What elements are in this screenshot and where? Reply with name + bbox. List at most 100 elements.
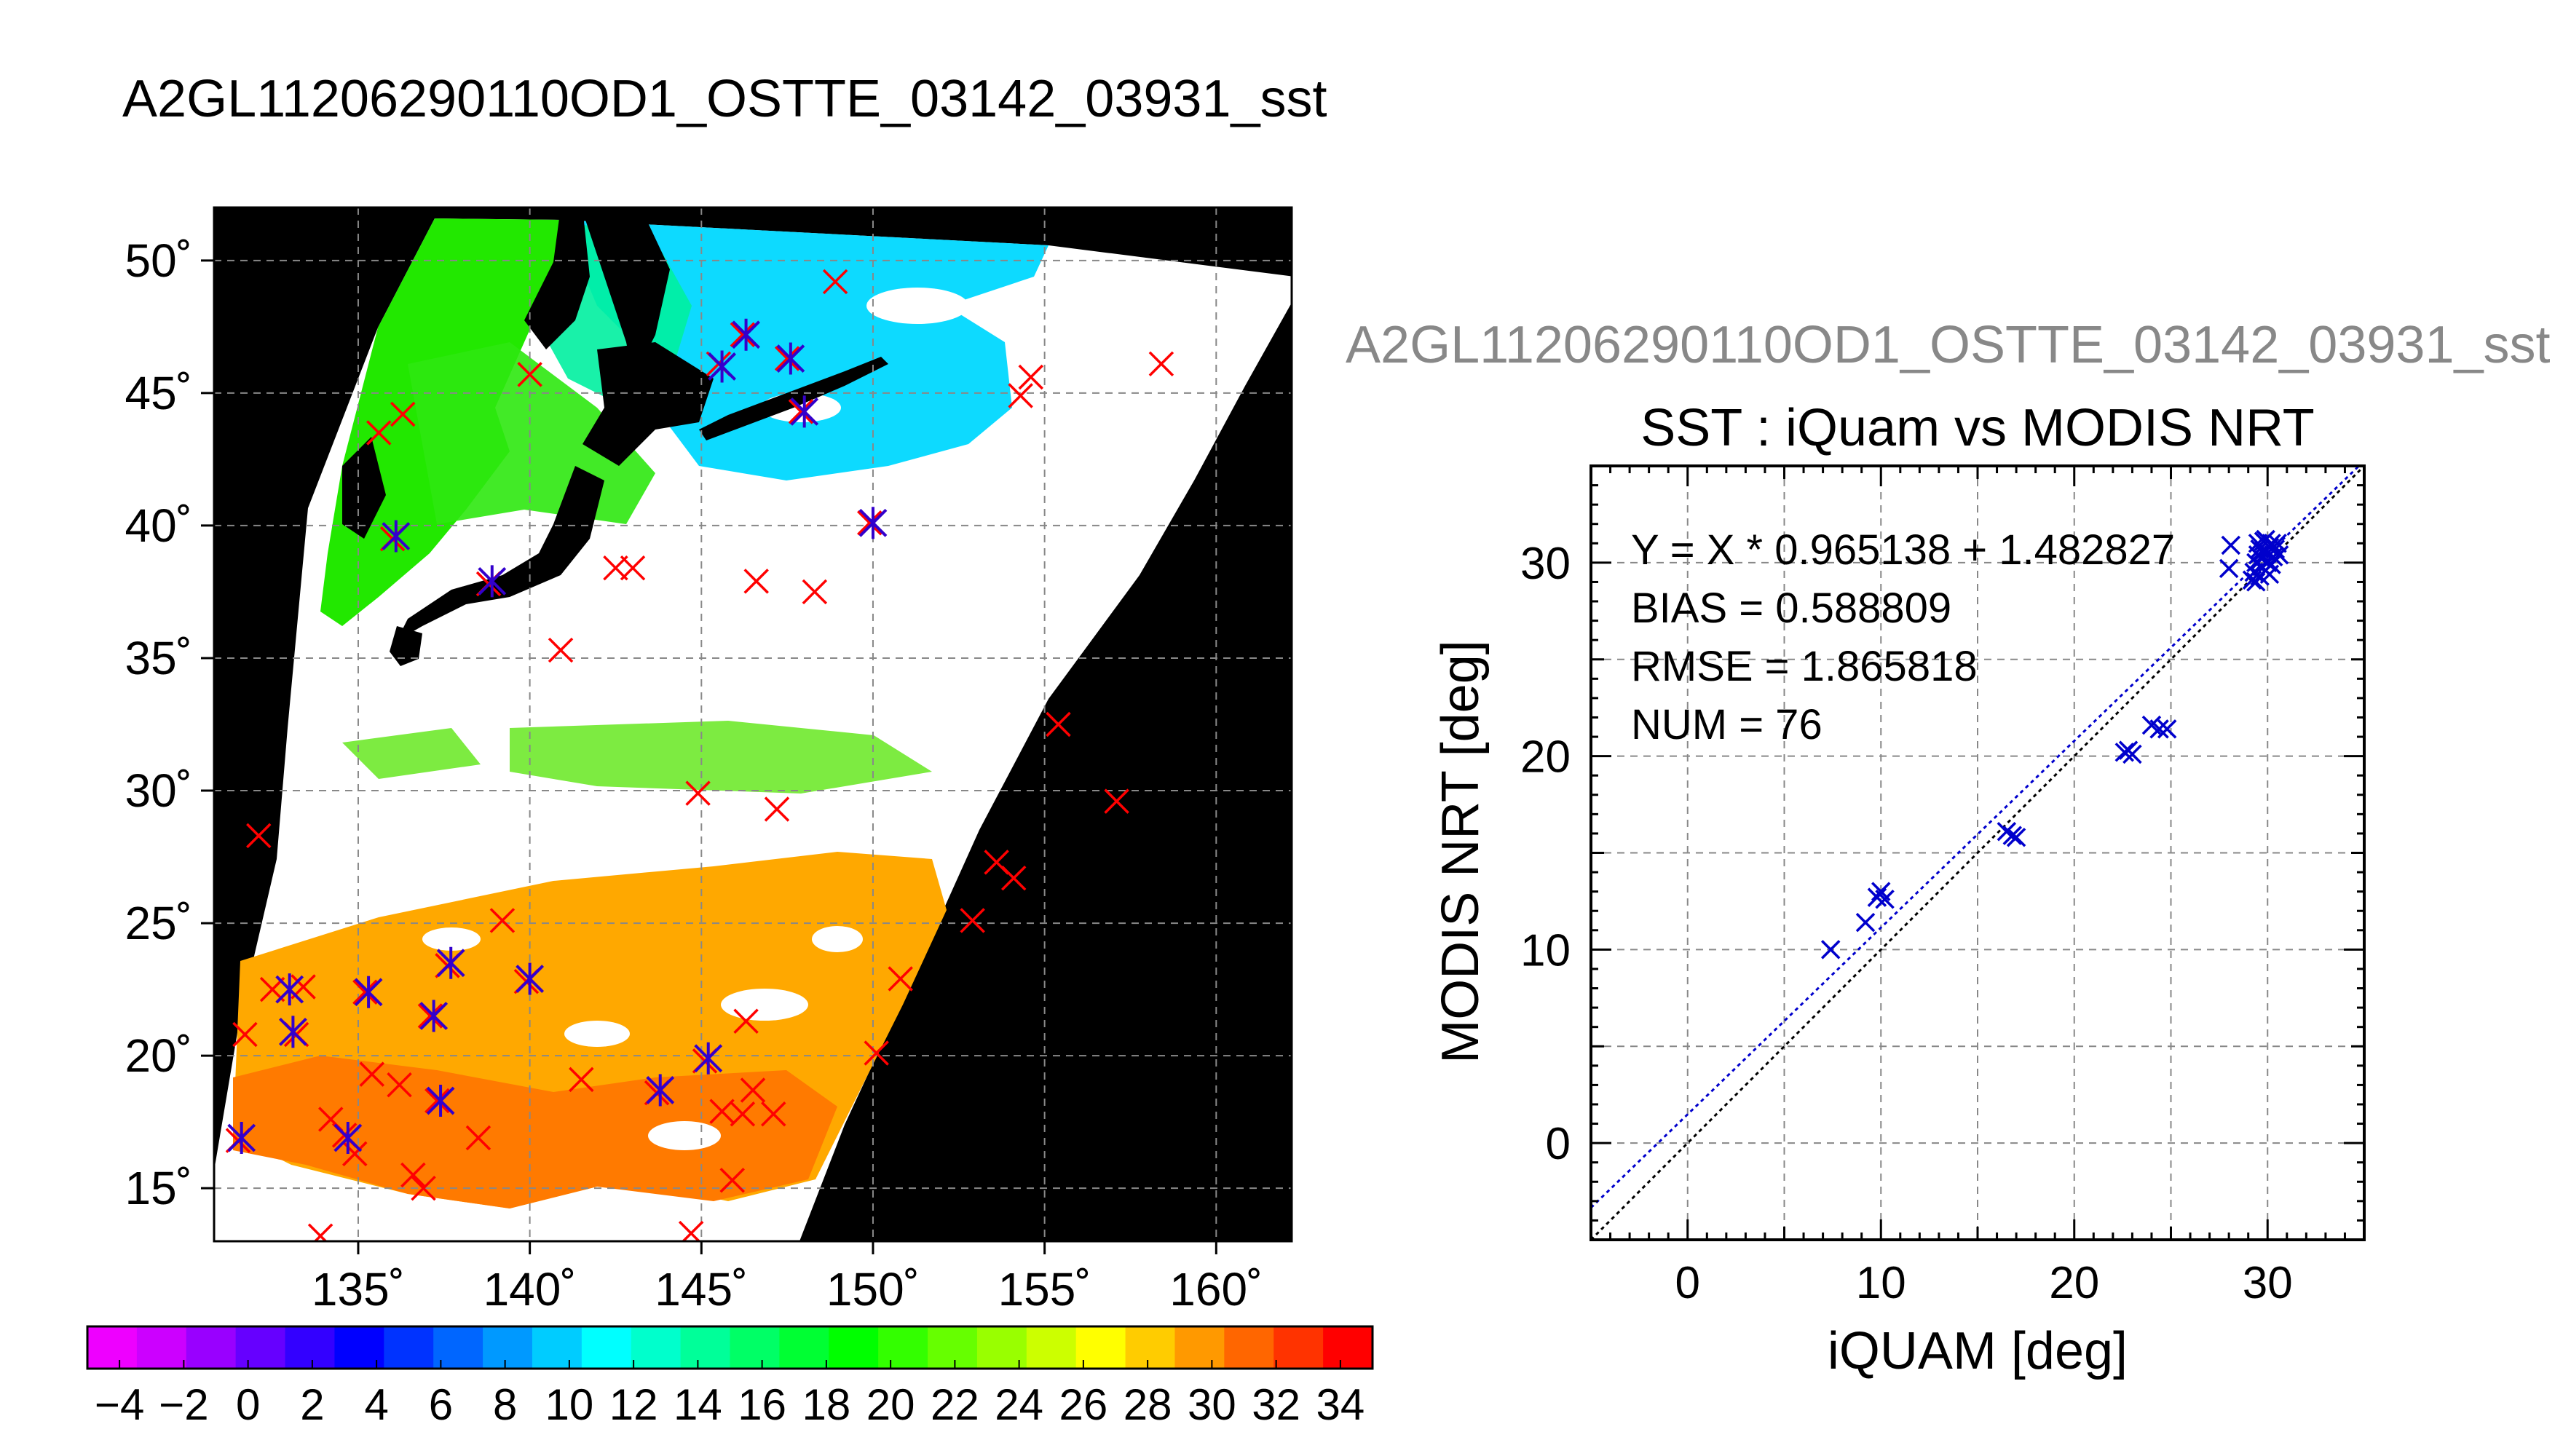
scatter-lines — [1591, 466, 2364, 1240]
scatter-point — [2122, 744, 2142, 764]
matchup-marker — [761, 1101, 786, 1127]
colorbar-tick-label: 32 — [1252, 1380, 1300, 1429]
scatter-panel: A2GL11206290110OD1_OSTTE_03142_03931_sst… — [1346, 316, 2551, 1380]
matchup-marker — [1104, 788, 1129, 814]
scatter-point — [2221, 535, 2241, 555]
colorbar-tick-label: 30 — [1188, 1380, 1236, 1429]
matchup-marker — [246, 823, 272, 849]
matchup-marker — [822, 269, 848, 295]
matchup-marker-overlap — [278, 1016, 307, 1048]
scatter-point — [2002, 826, 2023, 845]
scatter-y-tick-label: 10 — [1520, 925, 1571, 976]
colorbar-segment — [1026, 1326, 1077, 1369]
sst-map-panel: 135˚ 140˚ 145˚ 150˚ 155˚ 160˚ 50˚ 45˚ 40˚ 35˚ 30˚ 2… — [125, 206, 1293, 1315]
scatter-point — [2114, 743, 2135, 762]
matchup-marker-overlap — [478, 565, 507, 598]
matchup-marker — [730, 322, 756, 348]
matchup-marker — [417, 1003, 443, 1029]
matchup-marker — [1046, 711, 1071, 737]
scatter-y-tick-label: 20 — [1520, 732, 1571, 783]
scatter-ticks: 0 10 20 30 0 10 20 30 — [1520, 464, 2366, 1308]
matchup-marker — [709, 1099, 735, 1124]
colorbar-segment — [1075, 1326, 1126, 1369]
matchup-marker-overlap — [275, 973, 304, 1006]
colorbar-tick-label: 10 — [545, 1380, 594, 1429]
matchup-marker — [517, 362, 542, 387]
identity-line — [1591, 466, 2364, 1240]
land-kyushu — [390, 626, 422, 666]
scatter-x-tick-label: 10 — [1856, 1258, 1906, 1308]
matchup-marker — [424, 1088, 450, 1114]
matchup-marker — [387, 1072, 412, 1098]
matchup-marker-overlap — [694, 1042, 723, 1075]
colorbar-segment — [483, 1326, 533, 1369]
colorbar-segment — [680, 1326, 731, 1369]
matchup-marker — [788, 399, 814, 424]
scatter-x-tick-label: 20 — [2049, 1258, 2099, 1308]
map-lat-tick-label: 30˚ — [125, 764, 193, 817]
scatter-annotation: Y = X * 0.965138 + 1.482827 — [1631, 526, 2175, 574]
colorbar-segment — [136, 1326, 187, 1369]
map-lat-tick-label: 25˚ — [125, 897, 193, 949]
colorbar-tick-label: 14 — [674, 1380, 722, 1429]
colorbar-tick-label: 20 — [866, 1380, 915, 1429]
matchup-marker — [685, 780, 711, 806]
matchup-marker-overlap — [426, 1085, 455, 1117]
matchup-markers — [225, 269, 1174, 1241]
colorbar-frame — [86, 1325, 1374, 1370]
map-grid — [214, 207, 1292, 1241]
matchup-marker — [232, 1021, 258, 1048]
matchup-marker — [857, 510, 882, 536]
scatter-point — [2259, 564, 2280, 585]
matchup-marker-overlap — [436, 946, 465, 979]
scatter-point — [1867, 887, 1887, 907]
colorbar-tick-label: −2 — [159, 1380, 208, 1429]
colorbar-segment — [779, 1326, 829, 1369]
colorbar-tick-label: 12 — [609, 1380, 658, 1429]
matchup-marker-overlap — [382, 520, 411, 553]
sst-region-green-patches — [342, 721, 932, 794]
matchup-marker — [352, 979, 378, 1005]
colorbar-tick-label: 26 — [1059, 1380, 1108, 1429]
colorbar-tick-label: 6 — [429, 1380, 453, 1429]
scatter-point — [2149, 719, 2169, 739]
matchup-marker-overlap — [646, 1074, 675, 1107]
colorbar-segment — [1224, 1326, 1274, 1369]
colorbar-tick-label: 4 — [364, 1380, 388, 1429]
map-lat-tick-label: 35˚ — [125, 632, 193, 684]
matchup-marker — [465, 1125, 491, 1151]
main-title: A2GL11206290110OD1_OSTTE_03142_03931_sst — [122, 70, 1327, 128]
scatter-point — [2250, 539, 2270, 559]
colorbar-tick-label: 28 — [1124, 1380, 1172, 1429]
scatter-point — [2006, 828, 2026, 847]
matchup-marker-overlap — [419, 1000, 449, 1032]
map-lon-tick-label: 160˚ — [1169, 1263, 1263, 1315]
colorbar-segment — [1323, 1326, 1373, 1369]
map-lon-tick-label: 155˚ — [998, 1263, 1091, 1315]
matchup-marker — [620, 555, 646, 581]
matchup-marker — [366, 420, 392, 446]
scatter-point — [1997, 822, 2017, 842]
map-ticks: 135˚ 140˚ 145˚ 150˚ 155˚ 160˚ 50˚ 45˚ 40˚ 35˚ 30˚ 2… — [125, 234, 1263, 1315]
scatter-point — [2269, 545, 2289, 565]
colorbar-segment — [631, 1326, 682, 1369]
matchup-marker-overlap — [858, 507, 888, 539]
colorbar-tick-label: 8 — [493, 1380, 517, 1429]
matchup-marker — [719, 1168, 745, 1193]
colorbar-segment — [581, 1326, 632, 1369]
matchup-marker — [1000, 865, 1027, 891]
colorbar-segment — [285, 1326, 336, 1369]
colorbar-segment — [433, 1326, 483, 1369]
land-honshu — [397, 466, 604, 641]
matchup-marker — [1018, 364, 1044, 390]
land-eurasia — [524, 207, 590, 349]
map-lon-tick-label: 145˚ — [655, 1263, 748, 1315]
matchup-marker — [774, 346, 800, 371]
scatter-point — [2263, 547, 2283, 567]
fit-line — [1591, 466, 2361, 1209]
matchup-marker — [802, 579, 828, 605]
colorbar-segment — [730, 1326, 780, 1369]
overlay-title: A2GL11206290110OD1_OSTTE_03142_03931_sst — [1346, 316, 2551, 374]
colorbar-tick-label: 16 — [738, 1380, 786, 1429]
matchup-marker — [864, 1040, 889, 1066]
